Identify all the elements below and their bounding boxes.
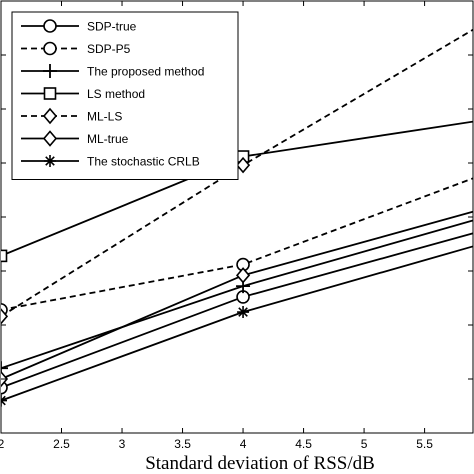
x-tick-label: 5 — [361, 437, 368, 451]
series-4 — [1, 28, 473, 325]
legend-marker — [43, 41, 57, 56]
legend-item: The proposed method — [21, 64, 204, 79]
legend-item: SDP-P5 — [21, 41, 131, 56]
x-tick-label: 3 — [119, 437, 126, 451]
legend: SDP-true SDP-P5 The proposed method LS meth… — [11, 11, 239, 180]
legend-marker — [42, 107, 58, 125]
x-axis: 2 2.5 3 3.5 4 4.5 5 5.5 — [0, 1, 473, 451]
legend-marker — [43, 87, 57, 100]
data-point — [1, 361, 8, 376]
series-5 — [1, 210, 473, 388]
legend-label: SDP-true — [87, 20, 137, 34]
data-point — [1, 308, 9, 325]
legend-item: LS method — [21, 87, 145, 101]
x-tick-label: 3.5 — [174, 437, 191, 451]
legend-marker — [44, 155, 56, 167]
series-layer — [1, 28, 473, 407]
legend-item: SDP-true — [21, 19, 137, 34]
legend-marker — [43, 19, 57, 33]
legend-label: ML-LS — [87, 110, 122, 124]
legend-item: The stochastic CRLB — [21, 155, 200, 169]
series-line — [1, 177, 473, 311]
legend-label: SDP-P5 — [87, 42, 131, 56]
legend-item: ML-LS — [21, 107, 122, 125]
x-tick-label: 4 — [240, 437, 247, 451]
x-tick-label: 4.5 — [295, 437, 312, 451]
legend-label: The stochastic CRLB — [87, 155, 200, 169]
legend-marker — [42, 130, 58, 147]
x-tick-label: 2.5 — [53, 437, 70, 451]
legend-marker — [43, 64, 57, 78]
x-tick-label: 5.5 — [416, 437, 433, 451]
legend-label: ML-true — [87, 132, 129, 146]
legend-item: ML-true — [21, 130, 129, 147]
legend-label: The proposed method — [87, 65, 204, 79]
series-6 — [1, 245, 473, 407]
x-axis-label: Standard deviation of RSS/dB — [145, 453, 375, 474]
data-point — [235, 156, 251, 174]
data-point — [1, 249, 8, 263]
data-point — [235, 267, 251, 284]
x-tick-label: 2 — [0, 437, 5, 451]
legend-label: LS method — [87, 87, 145, 101]
data-point — [237, 306, 250, 319]
